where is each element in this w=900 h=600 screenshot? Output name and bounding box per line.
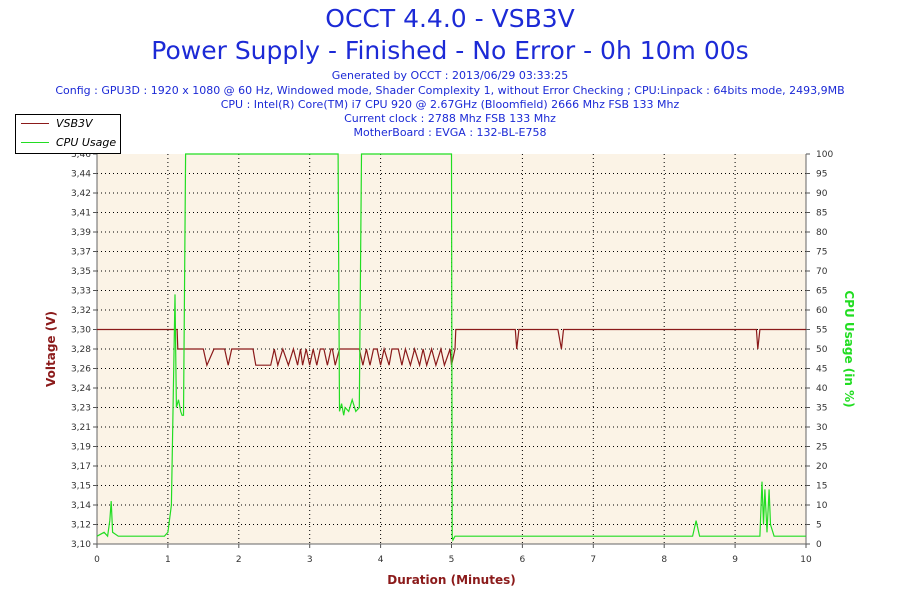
y-right-tick-label: 40 (816, 384, 828, 394)
x-tick-label: 4 (378, 555, 384, 565)
y-left-tick-label: 3,33 (71, 287, 91, 297)
y-left-tick-label: 3,41 (71, 209, 91, 219)
x-tick-label: 1 (165, 555, 171, 565)
x-tick-label: 3 (307, 555, 313, 565)
y-right-axis-label: CPU Usage (in %) (842, 290, 856, 407)
y-left-tick-label: 3,39 (71, 228, 91, 238)
y-left-tick-label: 3,44 (71, 170, 91, 180)
series-line-cpu (96, 153, 806, 542)
legend-swatch-cpu (21, 142, 49, 143)
y-right-tick-label: 60 (816, 306, 828, 316)
y-right-tick-label: 20 (816, 462, 828, 472)
y-left-tick-label: 3,32 (71, 306, 91, 316)
y-left-tick-label: 3,35 (71, 267, 91, 277)
y-left-tick-label: 3,14 (71, 501, 91, 511)
y-left-tick-label: 3,42 (71, 189, 91, 199)
legend-label-cpu: CPU Usage (56, 136, 117, 149)
y-left-tick-label: 3,15 (71, 482, 91, 492)
x-tick-label: 8 (661, 555, 667, 565)
y-right-tick-label: 25 (816, 443, 827, 453)
y-right-tick-label: 75 (816, 248, 827, 258)
y-right-tick-label: 70 (816, 267, 828, 277)
y-left-axis-label: Voltage (V) (44, 311, 58, 387)
y-left-tick-label: 3,37 (71, 248, 91, 258)
y-left-tick-label: 3,19 (71, 443, 91, 453)
y-right-tick-label: 55 (816, 326, 827, 336)
info-motherboard: MotherBoard : EVGA : 132-BL-E758 (353, 126, 547, 139)
x-tick-label: 6 (520, 555, 526, 565)
y-right-tick-label: 85 (816, 209, 827, 219)
y-left-tick-label: 3,26 (71, 365, 91, 375)
y-left-tick-label: 3,30 (71, 326, 91, 336)
x-tick-label: 5 (449, 555, 455, 565)
y-right-tick-label: 45 (816, 365, 827, 375)
y-right-tick-label: 50 (816, 345, 828, 355)
y-right-tick-label: 95 (816, 170, 827, 180)
y-right-tick-label: 100 (816, 150, 833, 160)
y-right-tick-label: 80 (816, 228, 828, 238)
y-left-tick-label: 3,28 (71, 345, 91, 355)
y-left-tick-label: 3,10 (71, 540, 91, 550)
chart-subtitle: Power Supply - Finished - No Error - 0h … (151, 36, 749, 65)
y-right-tick-label: 65 (816, 287, 827, 297)
y-left-tick-label: 3,12 (71, 521, 91, 531)
series-line-voltage (97, 328, 806, 368)
y-right-tick-label: 5 (816, 521, 822, 531)
y-right-tick-label: 30 (816, 423, 828, 433)
y-right-tick-label: 10 (816, 501, 828, 511)
y-left-tick-label: 3,21 (71, 423, 91, 433)
x-axis-label: Duration (Minutes) (387, 573, 515, 587)
info-clock: Current clock : 2788 Mhz FSB 133 Mhz (344, 112, 556, 125)
info-config: Config : GPU3D : 1920 x 1080 @ 60 Hz, Wi… (55, 84, 845, 97)
x-tick-label: 9 (732, 555, 738, 565)
y-right-tick-label: 15 (816, 482, 827, 492)
y-left-tick-label: 3,23 (71, 404, 91, 414)
legend-item-cpu: CPU Usage (16, 134, 120, 152)
x-tick-label: 7 (590, 555, 596, 565)
y-left-tick-label: 3,24 (71, 384, 91, 394)
legend-swatch-voltage (21, 123, 49, 124)
x-tick-label: 0 (94, 555, 100, 565)
x-tick-label: 2 (236, 555, 242, 565)
y-right-tick-label: 35 (816, 404, 827, 414)
legend-label-voltage: VSB3V (56, 117, 93, 130)
legend: VSB3V CPU Usage (15, 114, 121, 154)
info-generated: Generated by OCCT : 2013/06/29 03:33:25 (331, 69, 569, 82)
x-tick-label: 10 (800, 555, 812, 565)
y-right-tick-label: 0 (816, 540, 822, 550)
y-right-tick-label: 90 (816, 189, 828, 199)
info-cpu: CPU : Intel(R) Core(TM) i7 CPU 920 @ 2.6… (220, 98, 680, 111)
y-left-tick-label: 3,17 (71, 462, 91, 472)
y-left-tick-label: 3,46 (71, 150, 91, 160)
legend-item-voltage: VSB3V (16, 115, 120, 133)
chart-title: OCCT 4.4.0 - VSB3V (325, 4, 575, 33)
